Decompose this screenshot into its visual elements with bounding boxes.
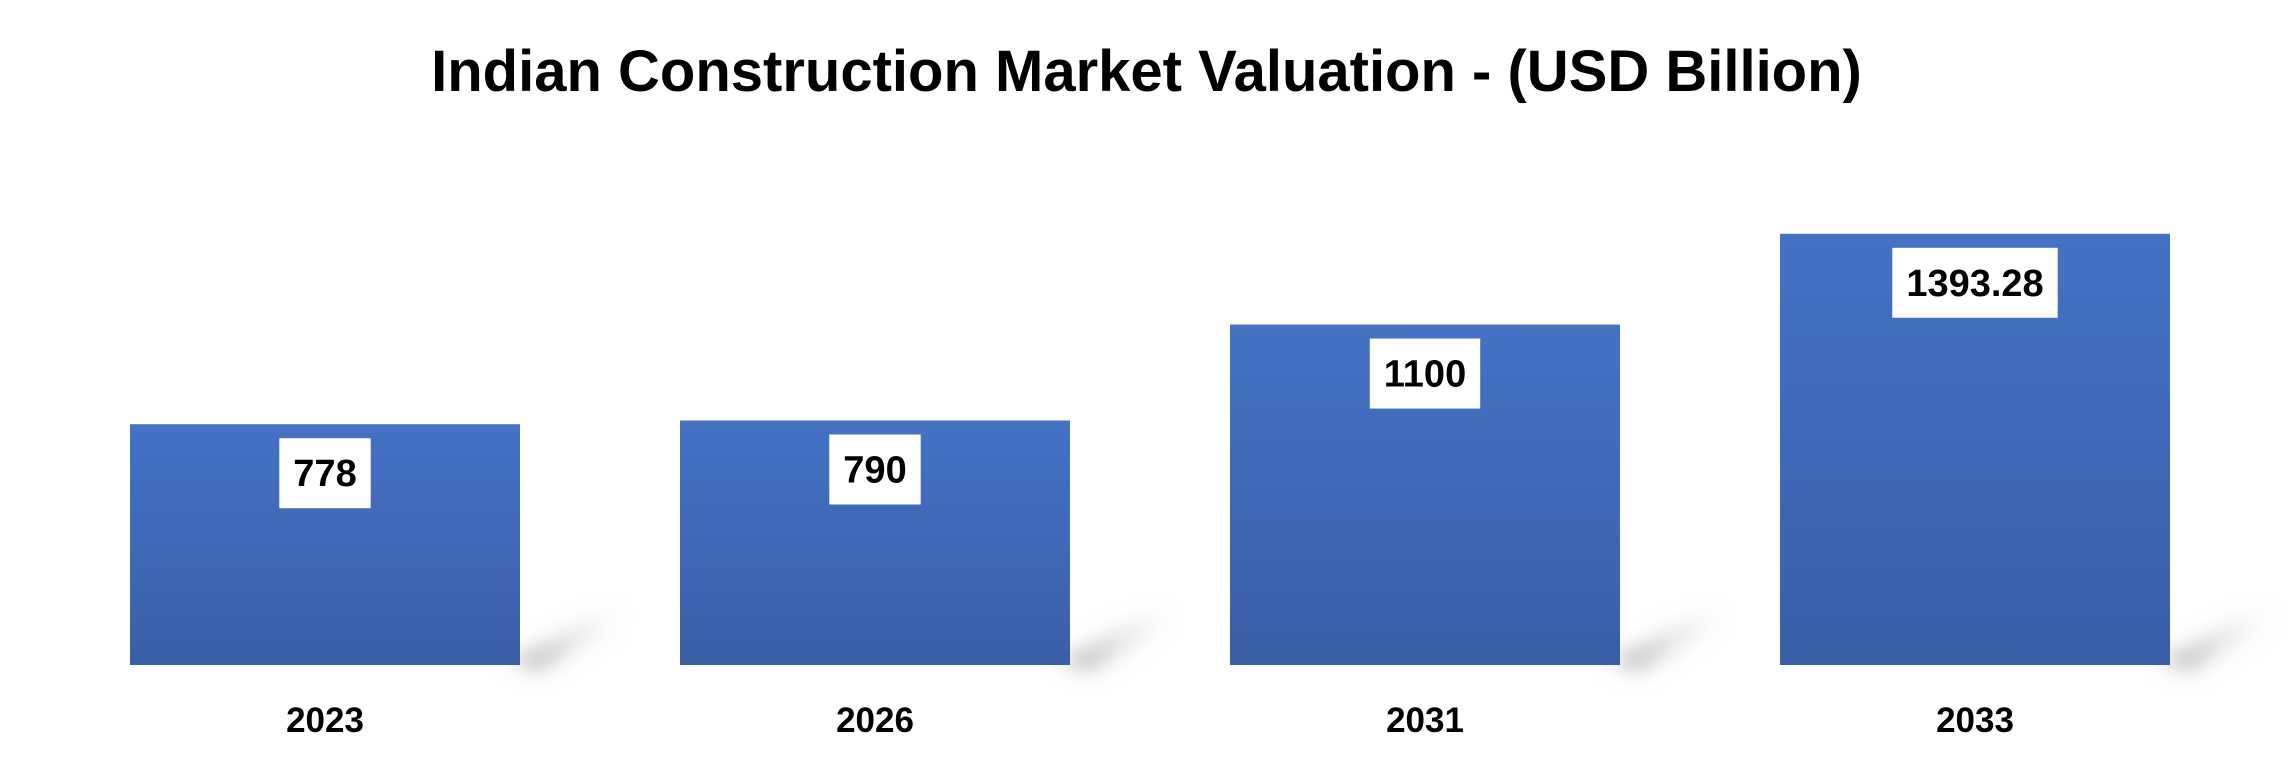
data-label-text-2033: 1393.28: [1906, 263, 2043, 305]
data-label-2023: 778: [279, 438, 371, 509]
tick-label-2031: 2031: [1386, 701, 1464, 740]
bar-shadow-2031: [1610, 605, 1715, 671]
data-label-2031: 1100: [1369, 338, 1481, 409]
data-label-text-2023: 778: [293, 453, 356, 495]
tick-label-2033: 2033: [1936, 701, 2014, 740]
data-label-box-2023: [279, 438, 371, 509]
bar-shadow-2033: [2160, 605, 2265, 671]
data-label-text-2026: 790: [843, 449, 906, 491]
data-label-2033: 1393.28: [1892, 247, 2058, 318]
tick-label-2023: 2023: [286, 701, 364, 740]
tick-label-2026: 2026: [836, 701, 914, 740]
x-axis-tick-labels: 2023 2026 2031 2033: [286, 701, 2014, 740]
bars: [130, 233, 2170, 665]
bar-shadow-2026: [1060, 605, 1165, 671]
data-labels: 778 790 1100 1393.28: [279, 247, 2058, 509]
data-label-2026: 790: [829, 434, 921, 505]
data-label-box-2031: [1369, 338, 1481, 409]
bar-shadows: [510, 605, 2265, 671]
data-label-box-2033: [1892, 247, 2058, 318]
bar-shadow-2023: [510, 605, 615, 671]
data-label-text-2031: 1100: [1384, 354, 1466, 396]
data-label-box-2026: [829, 434, 921, 505]
chart-title: Indian Construction Market Valuation - (…: [431, 39, 1862, 104]
